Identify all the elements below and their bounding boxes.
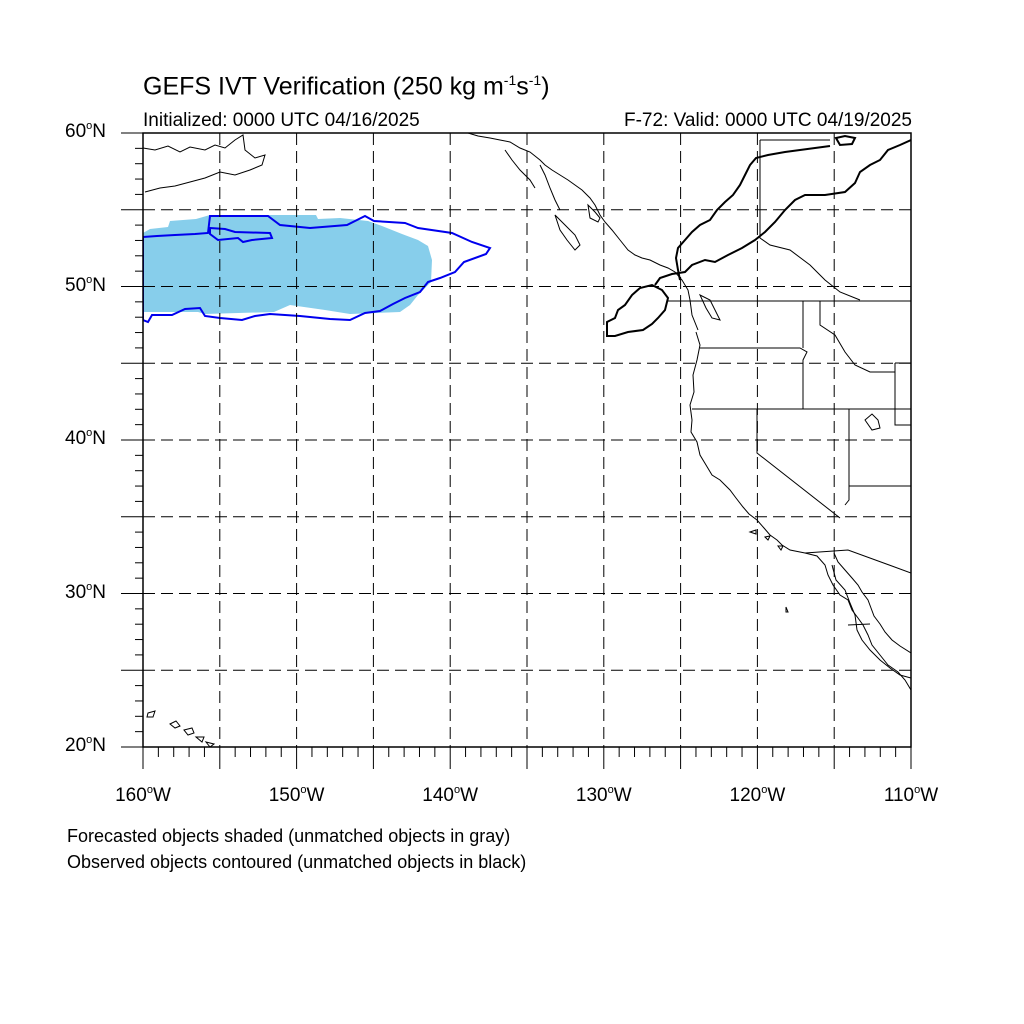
- lat-tick-label: 60oN: [65, 120, 106, 142]
- coastlines: [143, 133, 911, 747]
- lat-tick-label: 50oN: [65, 273, 106, 296]
- lon-tick-label: 160oW: [115, 784, 171, 806]
- observed-ivt-inner-contour: [209, 226, 274, 244]
- axis-ticks: [121, 132, 912, 769]
- lat-tick-label: 20oN: [65, 734, 106, 756]
- lon-tick-label: 120oW: [729, 784, 786, 806]
- lon-grid: [219, 133, 835, 747]
- forecast-ivt-object: [143, 215, 432, 314]
- political-boundaries: [668, 139, 911, 626]
- lon-tick-label: 150oW: [268, 784, 325, 806]
- observed-legend-note: Observed objects contoured (unmatched ob…: [67, 852, 527, 872]
- initialized-time: Initialized: 0000 UTC 04/16/2025: [143, 110, 420, 131]
- chart-title: GEFS IVT Verification (250 kg m-1s-1): [143, 72, 550, 101]
- observed-unmatched-contours: [606, 134, 911, 337]
- lon-tick-label: 130oW: [575, 784, 632, 806]
- lat-tick-label: 30oN: [65, 580, 106, 603]
- observed-ivt-contour: [143, 214, 492, 324]
- lat-tick-label: 40oN: [65, 427, 106, 449]
- lon-tick-label: 140oW: [422, 784, 479, 806]
- lon-tick-label: 110oW: [883, 784, 939, 806]
- valid-time: F-72: Valid: 0000 UTC 04/19/2025: [624, 110, 912, 131]
- forecast-legend-note: Forecasted objects shaded (unmatched obj…: [67, 826, 511, 846]
